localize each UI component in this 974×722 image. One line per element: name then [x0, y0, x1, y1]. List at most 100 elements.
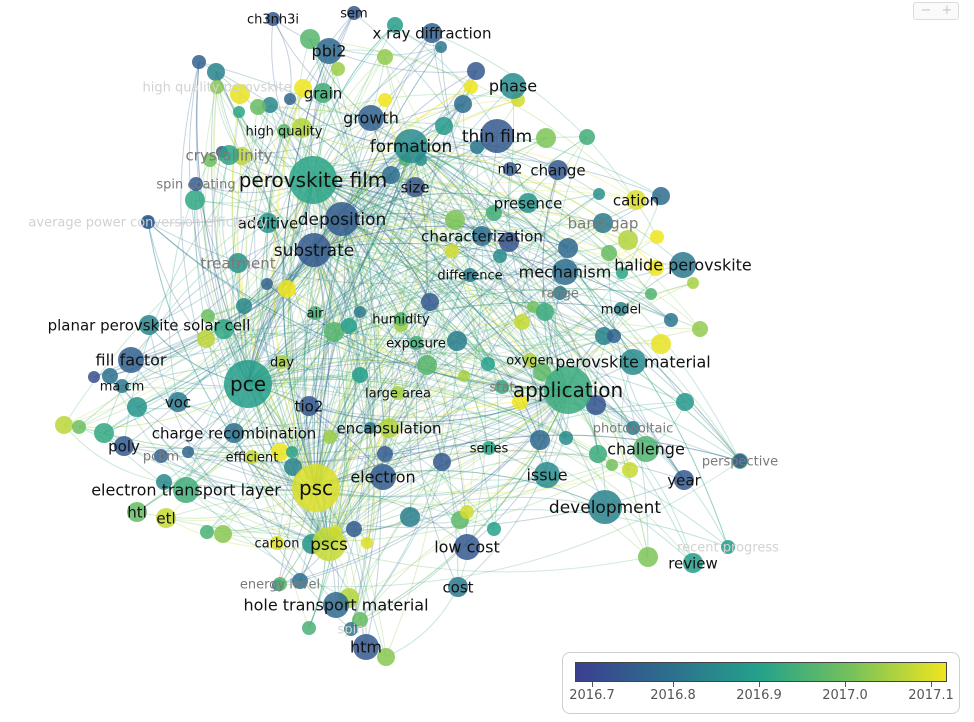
node-characterization[interactable]	[472, 226, 492, 246]
node-planar-perovskite-solar-cell[interactable]	[139, 315, 159, 335]
zoom-in-button[interactable]: +	[941, 3, 953, 18]
keyword-node-dot[interactable]	[458, 370, 470, 382]
node-carbon[interactable]	[270, 536, 284, 550]
keyword-node-dot[interactable]	[514, 314, 530, 330]
keyword-node-dot[interactable]	[261, 278, 273, 290]
keyword-node-dot[interactable]	[354, 306, 366, 318]
label-range[interactable]: range	[541, 287, 579, 302]
node-application[interactable]	[544, 366, 592, 414]
node-air[interactable]	[308, 306, 322, 320]
node-sem[interactable]	[347, 6, 361, 20]
label-photovoltaic[interactable]: photovoltaic	[593, 422, 674, 437]
label-low-cost[interactable]: low cost	[434, 538, 500, 557]
node-htm[interactable]	[353, 634, 379, 660]
keyword-node-dot[interactable]	[214, 525, 232, 543]
node-phase[interactable]	[500, 73, 526, 99]
label-presence[interactable]: presence	[494, 194, 563, 212]
node-change[interactable]	[548, 160, 568, 180]
node-x-ray-diffraction[interactable]	[422, 23, 442, 43]
keyword-node-dot[interactable]	[377, 648, 395, 666]
node-ma-cm[interactable]	[115, 379, 129, 393]
label-thin-film[interactable]: thin film	[462, 127, 532, 147]
label-characterization[interactable]: characterization	[421, 227, 543, 245]
node-poly[interactable]	[114, 436, 134, 456]
label-high-quality-perovskite[interactable]: high quality perovskite	[142, 81, 291, 96]
keyword-node-dot[interactable]	[387, 17, 403, 33]
label-average-power-conversion-efficiency[interactable]: average power conversion efficiency	[28, 216, 267, 231]
label-deposition[interactable]: deposition	[298, 210, 387, 230]
node-average-power-conversion-efficiency[interactable]	[141, 215, 155, 229]
node-electron-transport-layer[interactable]	[173, 477, 199, 503]
label-stat[interactable]: stat	[490, 381, 515, 396]
node-stat[interactable]	[495, 380, 509, 394]
keyword-node-dot[interactable]	[533, 363, 551, 381]
node-additive[interactable]	[258, 213, 278, 233]
label-substrate[interactable]: substrate	[274, 241, 354, 261]
label-mechanism[interactable]: mechanism	[519, 263, 612, 282]
label-air[interactable]: air	[307, 307, 325, 322]
node-treatment[interactable]	[228, 253, 248, 273]
node-htl[interactable]	[127, 502, 147, 522]
keyword-node-dot[interactable]	[536, 128, 556, 148]
node-challenge[interactable]	[633, 436, 659, 462]
label-x-ray-diffraction[interactable]: x ray diffraction	[372, 24, 491, 42]
label-humidity[interactable]: humidity	[372, 313, 430, 328]
keyword-node-dot[interactable]	[102, 368, 118, 384]
keyword-node-dot[interactable]	[512, 394, 528, 410]
keyword-node-dot[interactable]	[493, 249, 507, 263]
node-development[interactable]	[588, 490, 622, 524]
keyword-node-dot[interactable]	[271, 443, 289, 461]
label-size[interactable]: size	[400, 178, 429, 196]
keyword-node-dot[interactable]	[262, 97, 278, 113]
keyword-node-dot[interactable]	[331, 62, 345, 76]
node-perovskite-material[interactable]	[620, 349, 646, 375]
label-spin-coating[interactable]: spin coating	[156, 178, 235, 193]
node-band-gap[interactable]	[593, 213, 613, 233]
label-grain[interactable]: grain	[304, 84, 343, 102]
keyword-node-dot[interactable]	[595, 327, 613, 345]
keyword-node-dot[interactable]	[378, 93, 392, 107]
node-halide-perovskite[interactable]	[670, 252, 696, 278]
label-htl[interactable]: htl	[127, 503, 147, 521]
keyword-node-dot[interactable]	[486, 205, 502, 221]
node-presence[interactable]	[518, 193, 538, 213]
keyword-node-dot[interactable]	[324, 322, 344, 342]
node-fill-factor[interactable]	[118, 347, 144, 373]
label-htm[interactable]: htm	[350, 638, 382, 657]
node-energy-level[interactable]	[273, 577, 287, 591]
label-charge-recombination[interactable]: charge recombination	[152, 424, 317, 442]
label-voc[interactable]: voc	[165, 393, 191, 411]
node-perovskite-film[interactable]	[289, 156, 337, 204]
keyword-node-dot[interactable]	[435, 117, 453, 135]
keyword-node-dot[interactable]	[201, 309, 215, 323]
node-charge-recombination[interactable]	[224, 423, 244, 443]
keyword-node-dot[interactable]	[294, 79, 312, 97]
label-efficient[interactable]: efficient	[226, 451, 279, 466]
label-encapsulation[interactable]: encapsulation	[336, 419, 441, 437]
label-psc[interactable]: psc	[299, 476, 333, 500]
label-application[interactable]: application	[513, 378, 623, 402]
node-review[interactable]	[683, 553, 703, 573]
keyword-node-dot[interactable]	[559, 431, 573, 445]
label-electron[interactable]: electron	[350, 468, 415, 487]
keyword-node-dot[interactable]	[467, 62, 485, 80]
keyword-node-dot[interactable]	[377, 446, 393, 462]
keyword-node-dot[interactable]	[447, 331, 467, 351]
node-pscs[interactable]	[312, 527, 346, 561]
node-high-quality[interactable]	[277, 124, 291, 138]
label-planar-perovskite-solar-cell[interactable]: planar perovskite solar cell	[48, 316, 251, 334]
keyword-node-dot[interactable]	[284, 458, 302, 476]
keyword-node-dot[interactable]	[236, 298, 252, 314]
keyword-node-dot[interactable]	[445, 244, 459, 258]
zoom-out-button[interactable]: −	[920, 3, 932, 18]
keyword-node-dot[interactable]	[454, 95, 472, 113]
keyword-node-dot[interactable]	[203, 153, 217, 167]
label-recent-progress[interactable]: recent progress	[677, 541, 779, 556]
keyword-node-dot[interactable]	[300, 29, 320, 49]
node-etl[interactable]	[156, 508, 176, 528]
node-oxygen[interactable]	[523, 353, 537, 367]
node-thin-film[interactable]	[480, 119, 514, 153]
label-pcbm[interactable]: pcbm	[143, 450, 179, 465]
node-formation[interactable]	[394, 129, 428, 163]
node-year[interactable]	[674, 470, 694, 490]
